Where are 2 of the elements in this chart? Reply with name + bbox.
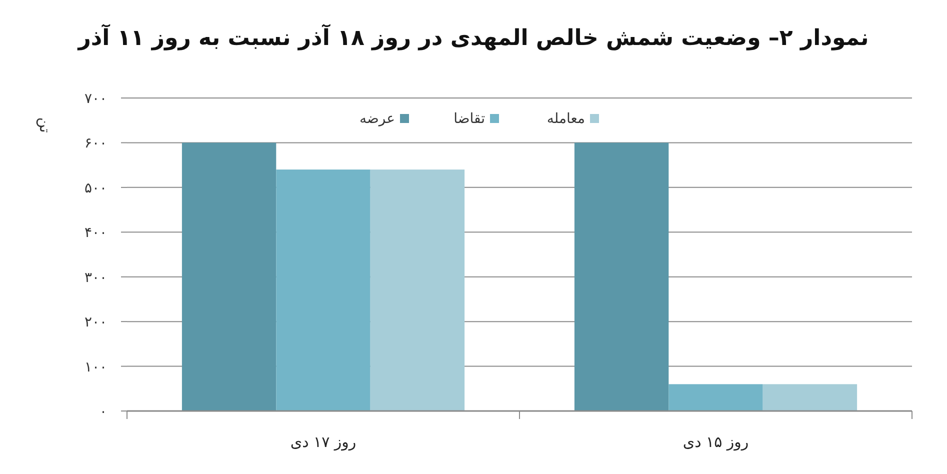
title: نمودار ۲– وضعیت شمش خالص المهدی در روز ۱۸ آذر نسبت به روز ۱۱ آذر xyxy=(78,26,869,51)
ylabel: تن xyxy=(36,117,54,133)
